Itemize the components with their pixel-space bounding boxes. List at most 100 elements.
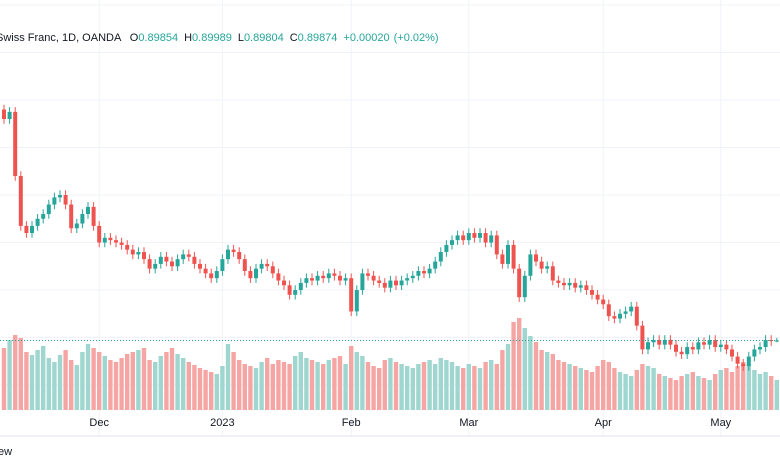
volume-bar: [360, 356, 365, 410]
candle-body: [24, 225, 29, 234]
volume-bar: [326, 360, 331, 410]
ohlc-key: O: [129, 32, 139, 44]
candle-body: [444, 244, 449, 253]
volume-bar: [511, 322, 516, 410]
candle-body: [315, 275, 320, 281]
volume-bar: [466, 364, 471, 410]
candle-body: [30, 225, 34, 234]
candle-body: [522, 275, 527, 298]
volume-bar: [276, 360, 281, 410]
candle-body: [640, 325, 645, 350]
ohlc-value: 0.89804: [243, 32, 284, 44]
candle-body: [556, 280, 561, 283]
candle-body: [192, 256, 197, 264]
symbol-title: Swiss Franc, 1D, OANDA: [0, 32, 121, 44]
candle-body: [483, 233, 488, 243]
candle-body: [618, 313, 622, 319]
volume-bar: [595, 366, 600, 410]
volume-bar: [220, 366, 225, 410]
volume-bar: [102, 356, 107, 410]
volume-bar: [7, 340, 12, 410]
ohlc-value: 0.89989: [192, 32, 232, 44]
volume-bar: [119, 358, 124, 410]
candle-body: [343, 278, 348, 281]
candle-body: [466, 233, 471, 241]
volume-bar: [24, 352, 29, 410]
candle-body: [567, 282, 572, 286]
volume-bar: [371, 366, 376, 410]
volume-bar: [477, 368, 483, 410]
volume-bar: [505, 344, 511, 410]
candle-body: [752, 349, 757, 357]
candle-body: [702, 342, 706, 345]
candle-body: [270, 266, 275, 274]
volume-bar: [757, 374, 763, 410]
volume-bar: [455, 366, 460, 410]
volume-bar: [63, 350, 68, 410]
volume-bar: [35, 350, 40, 410]
legend: Swiss Franc, 1D, OANDA O0.89854 H0.89989 L…: [0, 32, 439, 44]
volume-bar: [253, 368, 259, 410]
candle-body: [220, 259, 225, 272]
volume-bar: [550, 354, 555, 410]
candle-body: [186, 254, 191, 257]
candle-body: [360, 273, 365, 291]
candle-body: [282, 280, 286, 286]
volume-bar: [679, 376, 684, 410]
candle-body: [377, 280, 382, 283]
volume-bar: [181, 358, 186, 410]
volume-bar: [248, 366, 253, 410]
candle-body: [214, 271, 219, 279]
volume-bar: [343, 364, 348, 410]
candle-body: [248, 271, 253, 279]
volume-bar: [113, 362, 119, 410]
candle-body: [578, 285, 583, 288]
volume-bar: [617, 372, 623, 410]
volume-bar: [85, 344, 91, 410]
volume-bar: [433, 364, 438, 410]
ohlc-value: 0.89854: [138, 32, 179, 44]
volume-bar: [41, 346, 46, 410]
candle-body: [46, 204, 51, 215]
candle-body: [35, 218, 40, 226]
candle-body: [209, 273, 214, 279]
candle-body: [332, 273, 337, 276]
volume-bar: [427, 360, 432, 410]
candle-body: [511, 244, 516, 269]
volume-bar: [769, 376, 774, 410]
candle-body: [427, 268, 432, 274]
candle-body: [52, 197, 57, 205]
candle-body: [461, 235, 466, 241]
volume-bar: [438, 358, 443, 410]
volume-bar: [584, 370, 589, 410]
candle-body: [657, 339, 662, 345]
change-value: +0.00020: [343, 32, 390, 44]
candle-body: [735, 356, 740, 364]
chart: Dec 2023 Feb Mar Apr May: [0, 0, 780, 437]
candle-body: [500, 254, 505, 264]
candle-body: [550, 266, 555, 281]
candle-body: [646, 342, 650, 350]
candle-body: [478, 233, 482, 238]
volume-bar: [696, 376, 701, 410]
candle-body: [713, 339, 718, 348]
volume-bar: [539, 350, 544, 410]
candle-body: [539, 261, 544, 269]
volume-bar: [629, 376, 634, 410]
candle-body: [136, 252, 141, 255]
candle-body: [203, 268, 208, 274]
candle-body: [382, 282, 387, 288]
candle-body: [690, 347, 695, 350]
candle-body: [7, 111, 12, 120]
volume-bar: [29, 355, 35, 410]
candle-body: [416, 271, 421, 276]
candle-body: [394, 280, 398, 286]
candle-body: [668, 339, 673, 345]
candle-body: [674, 344, 678, 352]
candle-body: [634, 306, 639, 326]
volume-bar: [388, 358, 393, 410]
candle-body: [517, 268, 522, 298]
candle-body: [696, 342, 701, 350]
footer-text: ew: [0, 446, 13, 458]
